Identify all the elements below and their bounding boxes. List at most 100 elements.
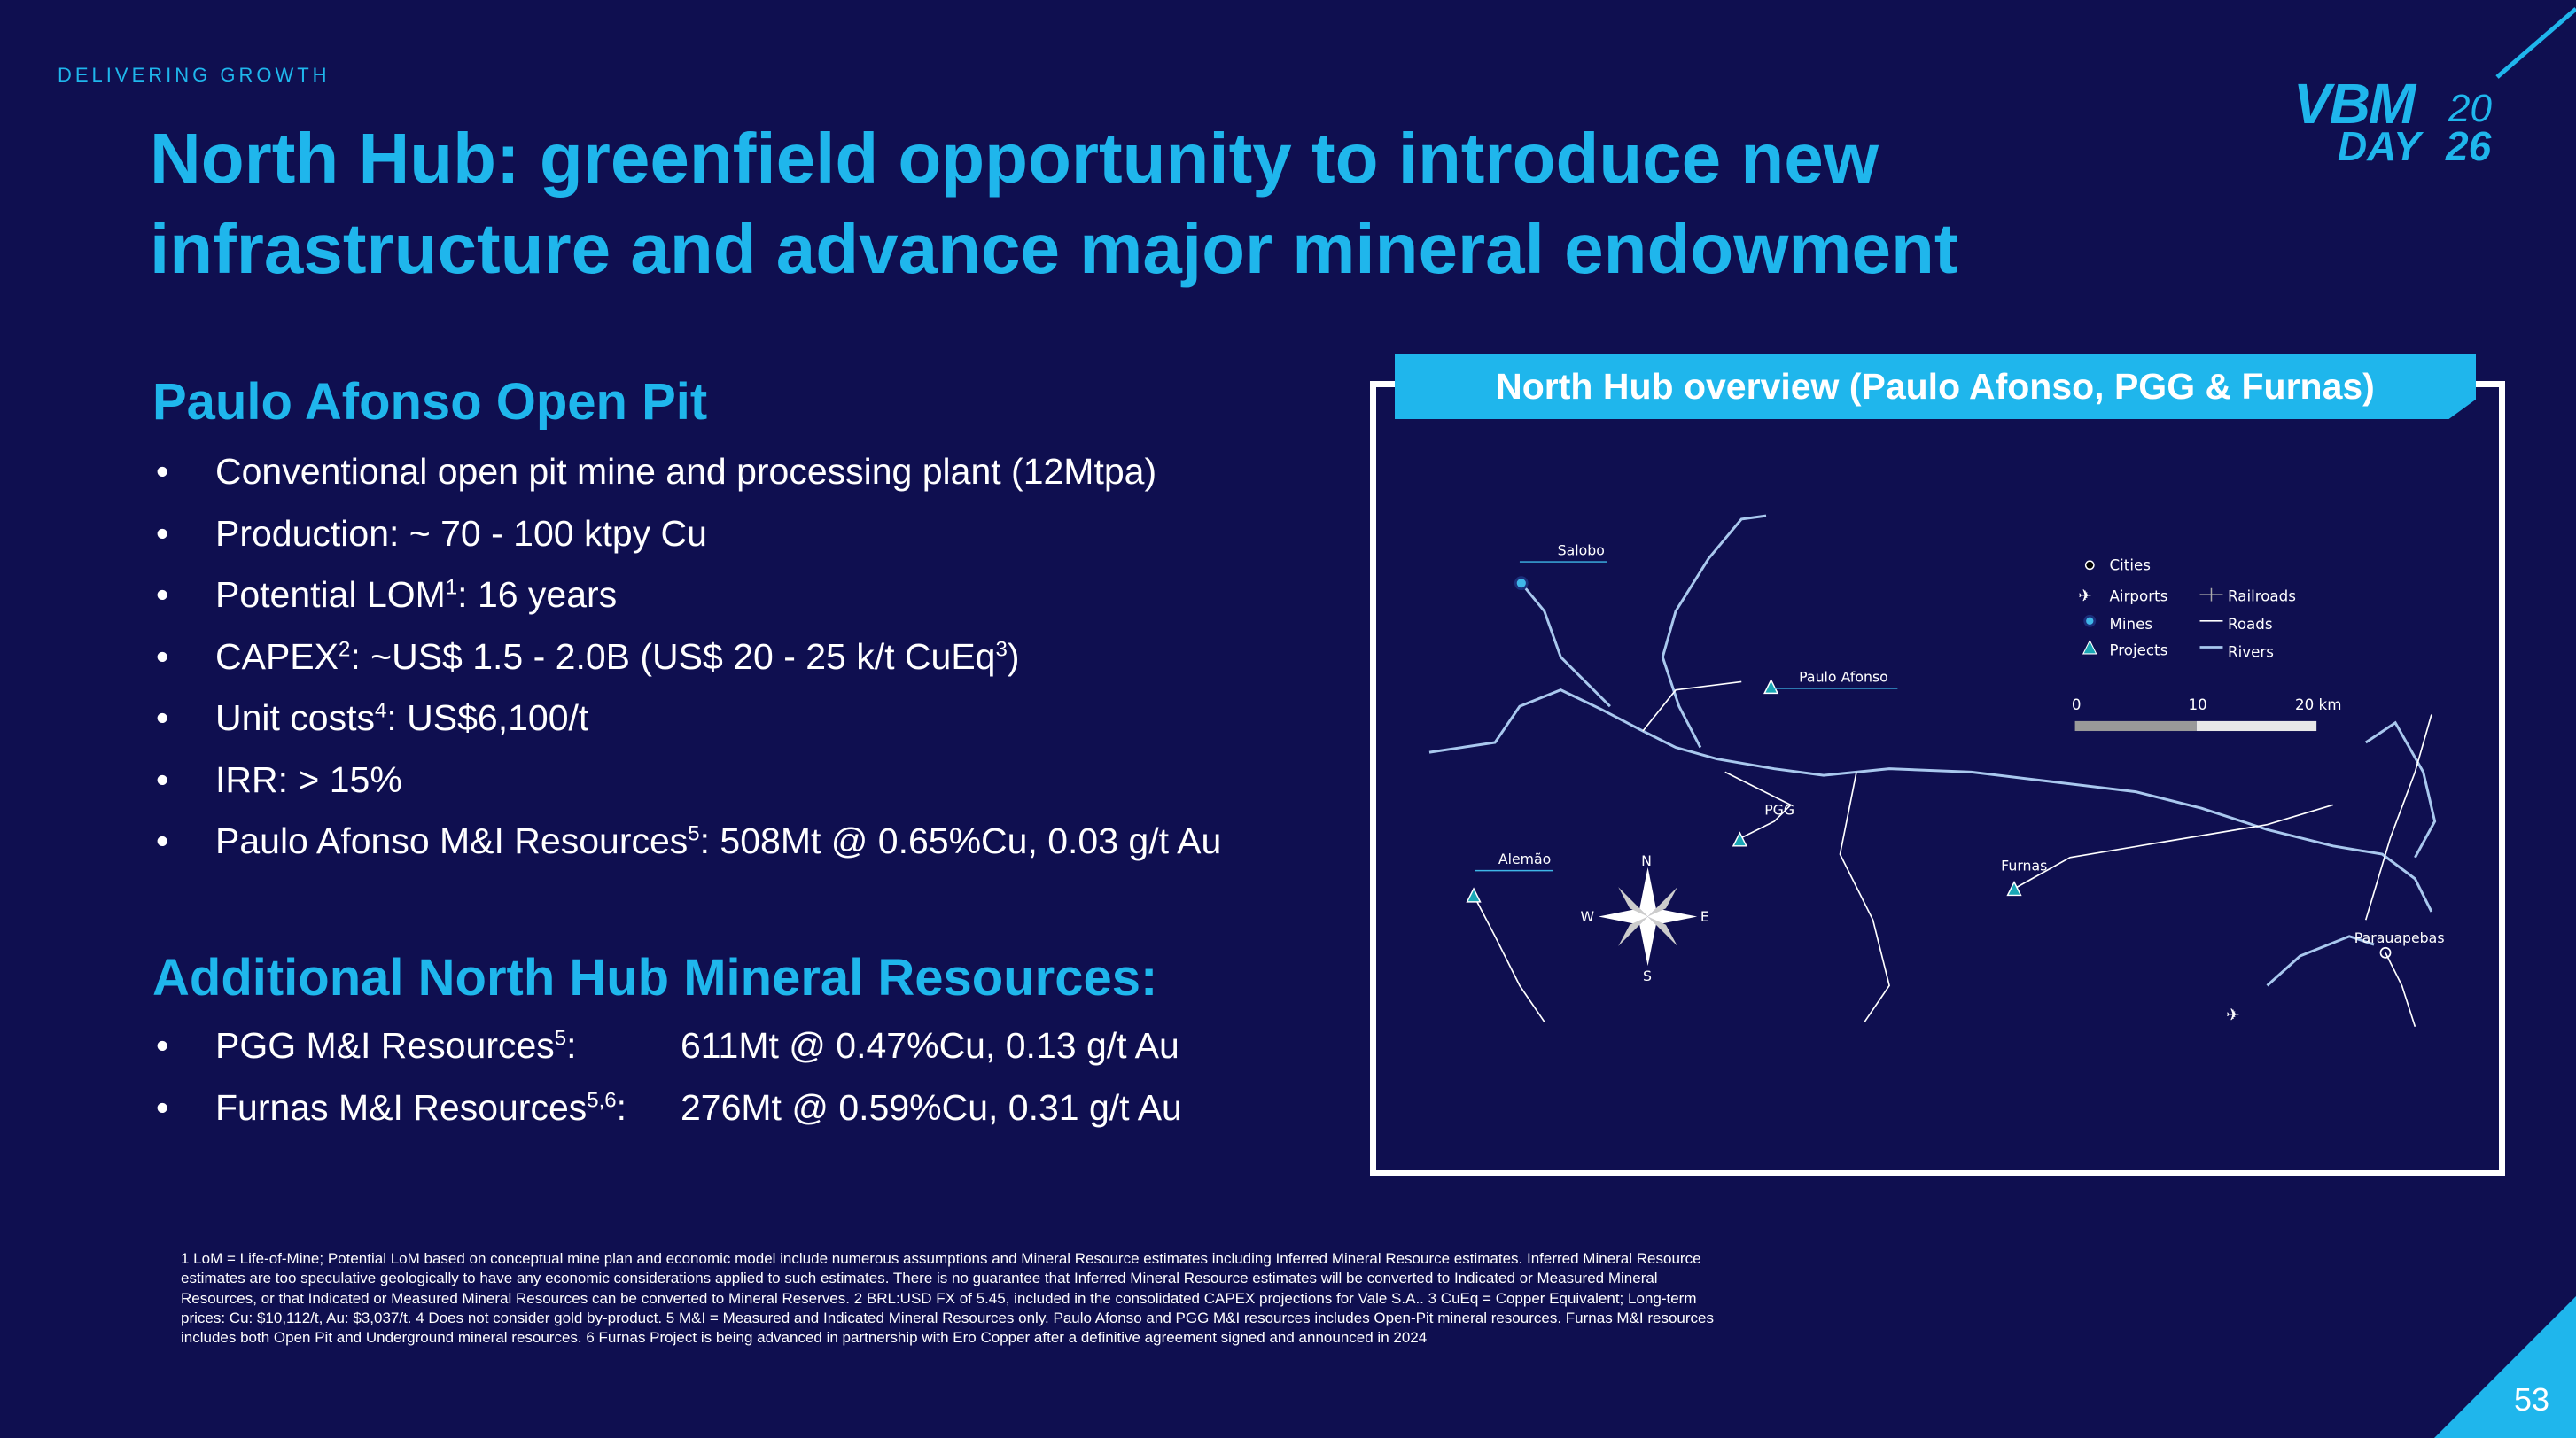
bullet-text: PGG M&I Resources	[215, 1025, 555, 1066]
road	[2364, 714, 2432, 921]
project-icon	[1763, 678, 1779, 695]
footnote-line: prices: Cu: $10,112/t, Au: $3,037/t. 4 D…	[181, 1309, 1714, 1326]
bullet-item: • Conventional open pit mine and processi…	[156, 451, 1157, 492]
bullet-text: :	[616, 1086, 627, 1128]
footnote-ref: 5	[688, 821, 700, 846]
legend-label: Mines	[2110, 616, 2153, 633]
title-line: North Hub: greenfield opportunity to int…	[150, 119, 1879, 198]
section-heading: Paulo Afonso Open Pit	[152, 373, 708, 431]
page-number: 53	[2513, 1381, 2549, 1418]
river	[1661, 514, 1767, 749]
footnote-ref: 5	[554, 1026, 567, 1051]
airport-icon: ✈	[2078, 587, 2092, 606]
additional-resources-bullets: • PGG M&I Resources5: 611Mt @ 0.47%Cu, 0.1…	[156, 1015, 1308, 1139]
bullet-text: IRR: > 15%	[215, 758, 402, 800]
compass-s: S	[1643, 968, 1652, 984]
bullet-item: • Production: ~ 70 - 100 ktpy Cu	[156, 512, 707, 554]
footnote-line: 1 LoM = Life-of-Mine; Potential LoM base…	[181, 1250, 1701, 1267]
place-markers: ✈	[1466, 576, 2392, 1024]
resource-value: 611Mt @ 0.47%Cu, 0.13 g/t Au	[681, 1025, 1179, 1066]
map-legend: Cities ✈ Airports Mines Projects Railroa…	[2078, 556, 2296, 660]
footnote-ref: 5,6	[587, 1087, 617, 1112]
bullet-item: • PGG M&I Resources5: 611Mt @ 0.47%Cu, 0.1…	[156, 1015, 1308, 1077]
river	[1428, 688, 2433, 913]
project-icon	[1732, 831, 1748, 847]
mine-icon	[2083, 614, 2097, 627]
bullet-text: :	[566, 1025, 577, 1066]
bullet-item: • Furnas M&I Resources5,6: 276Mt @ 0.59%Cu…	[156, 1077, 1308, 1139]
title-line: infrastructure and advance major mineral…	[150, 209, 1958, 288]
legend-label: Cities	[2110, 556, 2151, 573]
compass-rose: N S E W	[1581, 852, 1709, 984]
resource-value: 276Mt @ 0.59%Cu, 0.31 g/t Au	[681, 1086, 1182, 1128]
river	[1520, 582, 1611, 708]
place-label: Furnas	[2001, 858, 2047, 874]
bullet-item: • CAPEX2: ~US$ 1.5 - 2.0B (US$ 20 - 25 k/…	[156, 635, 1020, 677]
bullet-text: : 16 years	[457, 574, 618, 615]
bullet-text: Furnas M&I Resources	[215, 1086, 588, 1128]
scale-bar: 0 10 20 km	[2072, 696, 2341, 732]
footnote-line: estimates are too speculative geological…	[181, 1270, 1658, 1287]
bullet-text: CAPEX	[215, 635, 339, 677]
logo-text: DAY	[2338, 123, 2421, 169]
footnote-ref: 3	[995, 636, 1008, 661]
bullet-text: Potential LOM	[215, 574, 446, 615]
vbm-day-logo: VBM 20 DAY 26	[2293, 71, 2506, 169]
footnote-ref: 4	[375, 698, 387, 723]
mine-icon	[1514, 576, 1529, 591]
bullet-text: Unit costs	[215, 697, 375, 738]
compass-w: W	[1581, 908, 1595, 925]
logo-year: 20	[2448, 87, 2492, 130]
bullet-item: • Paulo Afonso M&I Resources5: 508Mt @ 0.…	[156, 820, 1222, 861]
place-label: Parauapebas	[2354, 929, 2445, 946]
compass-e: E	[1700, 908, 1709, 925]
project-icon	[2006, 880, 2022, 897]
project-icon	[2082, 639, 2097, 655]
bullet-text: Paulo Afonso M&I Resources	[215, 820, 689, 861]
road	[1724, 771, 1793, 839]
road	[1642, 680, 1742, 732]
bullet-text: : 508Mt @ 0.65%Cu, 0.03 g/t Au	[699, 820, 1222, 861]
page-title: North Hub: greenfield opportunity to int…	[150, 113, 2276, 294]
airport-icon: ✈	[2226, 1006, 2240, 1024]
bullet-text: : US$6,100/t	[386, 697, 589, 738]
section-heading: Additional North Hub Mineral Resources:	[152, 949, 1158, 1007]
city-icon	[2379, 946, 2392, 959]
project-icon	[1466, 887, 1482, 903]
footnote-ref: 2	[339, 636, 351, 661]
compass-n: N	[1641, 852, 1652, 869]
paulo-afonso-bullets: • Conventional open pit mine and processi…	[156, 441, 1221, 873]
footnote-line: includes both Open Pit and Underground m…	[181, 1329, 1428, 1347]
map-title-banner: North Hub overview (Paulo Afonso, PGG & …	[1395, 354, 2476, 419]
bullet-item: • Potential LOM1: 16 years	[156, 574, 618, 615]
logo-text: VBM	[2293, 72, 2416, 136]
city-icon	[2084, 560, 2095, 571]
bullet-text: Conventional open pit mine and processin…	[215, 451, 1157, 492]
footnote-ref: 1	[445, 575, 458, 600]
footnote-line: Resources, or that Indicated or Measured…	[181, 1289, 1697, 1307]
bullet-text: : ~US$ 1.5 - 2.0B (US$ 20 - 25 k/t CuEq	[350, 635, 996, 677]
river	[2364, 720, 2437, 859]
legend-label: Roads	[2228, 616, 2273, 633]
river	[2266, 935, 2375, 987]
footnotes: 1 LoM = Life-of-Mine; Potential LoM base…	[181, 1249, 1864, 1348]
logo-year: 26	[2446, 123, 2492, 169]
bullet-text: Production: ~ 70 - 100 ktpy Cu	[215, 512, 707, 554]
roads	[1473, 680, 2432, 1028]
legend-label: Rivers	[2228, 644, 2274, 661]
legend-label: Projects	[2110, 642, 2168, 659]
road	[2385, 952, 2416, 1028]
place-label: PGG	[1764, 802, 1794, 819]
bullet-item: • Unit costs4: US$6,100/t	[156, 697, 589, 738]
road	[1473, 895, 1545, 1022]
legend-label: Railroads	[2228, 588, 2296, 605]
section-kicker: DELIVERING GROWTH	[58, 64, 331, 86]
scale-label: 20 km	[2295, 696, 2341, 713]
scale-label: 0	[2072, 696, 2082, 713]
scale-label: 10	[2189, 696, 2207, 713]
bullet-text: )	[1007, 635, 1020, 677]
place-label: Alemão	[1498, 851, 1551, 867]
road	[2013, 804, 2333, 890]
place-label: Salobo	[1558, 542, 1605, 559]
